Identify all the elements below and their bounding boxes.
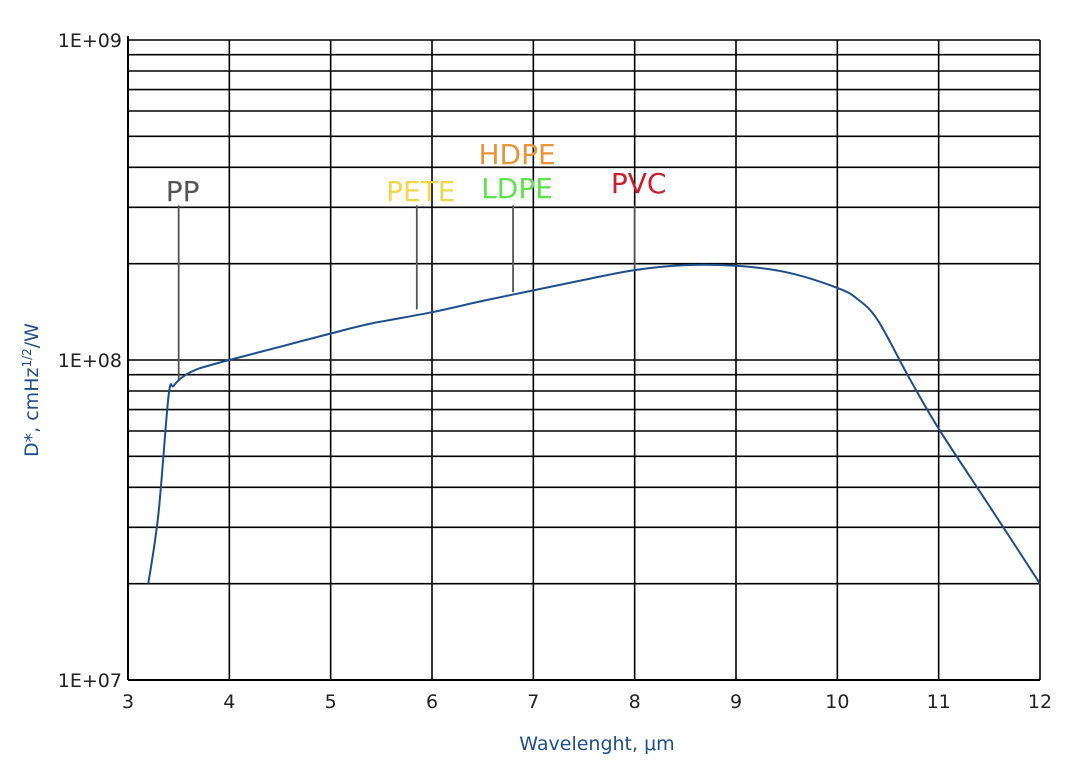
y-axis-label-main: D*, cmHz	[21, 368, 43, 457]
annotation-pete: PETE	[386, 175, 455, 208]
plot-frame	[127, 36, 1040, 681]
detectivity-curve	[147, 263, 1041, 585]
x-tick-label: 10	[825, 691, 849, 713]
x-tick-label: 9	[730, 691, 742, 713]
y-axis-label-tail: /W	[21, 323, 43, 348]
annotation-hdpe: HDPE	[478, 138, 555, 171]
x-tick-label: 11	[927, 691, 951, 713]
y-axis-label-sup: 1/2	[20, 348, 34, 367]
annotation-pp: PP	[166, 175, 200, 208]
annotation-ldpe: LDPE	[481, 172, 553, 205]
x-tick-label: 6	[426, 691, 438, 713]
marker-lines	[177, 205, 636, 381]
x-tick-labels: 3 4 5 6 7 8 9 10 11 12	[122, 691, 1052, 713]
x-axis-label: Wavelenght, μm	[519, 733, 674, 755]
x-tick-label: 8	[629, 691, 641, 713]
y-tick-labels: 1E+07 1E+08 1E+09	[58, 30, 122, 692]
y-tick-label: 1E+07	[58, 670, 122, 692]
x-tick-label: 5	[325, 691, 337, 713]
y-tick-label: 1E+09	[58, 30, 122, 52]
y-axis-label: D*, cmHz1/2/W	[20, 323, 43, 457]
x-tick-label: 12	[1028, 691, 1052, 713]
y-tick-label: 1E+08	[58, 350, 122, 372]
grid	[127, 39, 1041, 681]
x-tick-label: 7	[527, 691, 539, 713]
x-tick-label: 4	[223, 691, 235, 713]
annotation-pvc: PVC	[611, 167, 667, 200]
x-tick-label: 3	[122, 691, 134, 713]
